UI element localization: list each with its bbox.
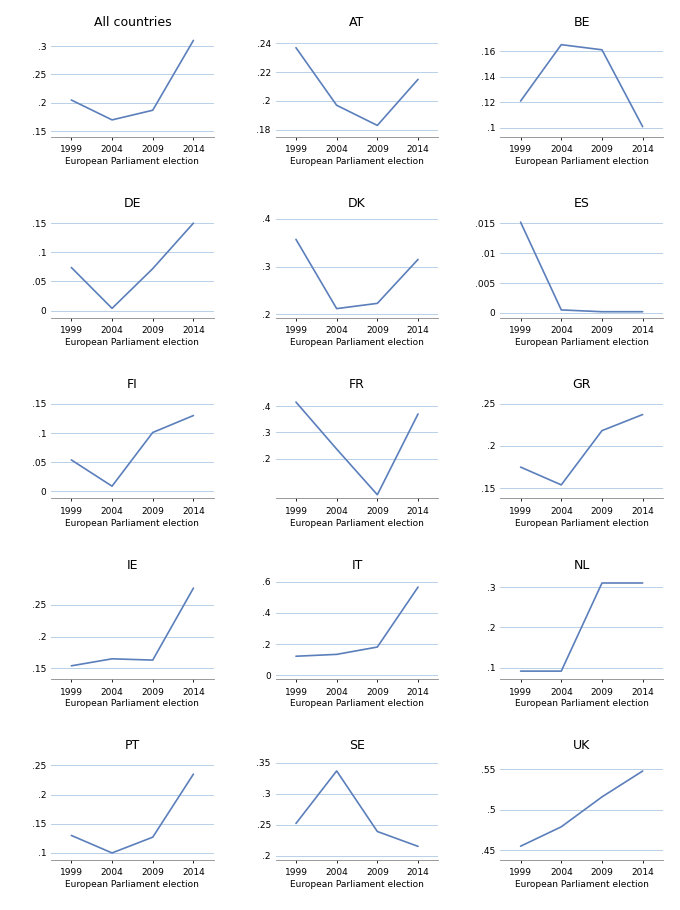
Title: BE: BE — [573, 16, 590, 29]
Title: DK: DK — [348, 197, 366, 210]
X-axis label: European Parliament election: European Parliament election — [515, 519, 649, 528]
X-axis label: European Parliament election: European Parliament election — [65, 880, 199, 889]
X-axis label: European Parliament election: European Parliament election — [290, 338, 424, 347]
X-axis label: European Parliament election: European Parliament election — [515, 338, 649, 347]
X-axis label: European Parliament election: European Parliament election — [65, 699, 199, 708]
Title: NL: NL — [573, 559, 590, 571]
X-axis label: European Parliament election: European Parliament election — [65, 338, 199, 347]
Title: FI: FI — [127, 378, 138, 390]
Title: SE: SE — [349, 739, 365, 753]
X-axis label: European Parliament election: European Parliament election — [290, 519, 424, 528]
Title: UK: UK — [573, 739, 590, 753]
Title: GR: GR — [573, 378, 591, 390]
Title: FR: FR — [349, 378, 365, 390]
Title: IE: IE — [126, 559, 138, 571]
Title: ES: ES — [574, 197, 590, 210]
X-axis label: European Parliament election: European Parliament election — [515, 699, 649, 708]
Title: IT: IT — [352, 559, 362, 571]
X-axis label: European Parliament election: European Parliament election — [515, 157, 649, 166]
X-axis label: European Parliament election: European Parliament election — [515, 880, 649, 889]
X-axis label: European Parliament election: European Parliament election — [290, 880, 424, 889]
X-axis label: European Parliament election: European Parliament election — [65, 157, 199, 166]
Title: DE: DE — [124, 197, 141, 210]
X-axis label: European Parliament election: European Parliament election — [290, 157, 424, 166]
Title: All countries: All countries — [94, 16, 171, 29]
X-axis label: European Parliament election: European Parliament election — [290, 699, 424, 708]
Title: AT: AT — [350, 16, 364, 29]
Title: PT: PT — [124, 739, 140, 753]
X-axis label: European Parliament election: European Parliament election — [65, 519, 199, 528]
